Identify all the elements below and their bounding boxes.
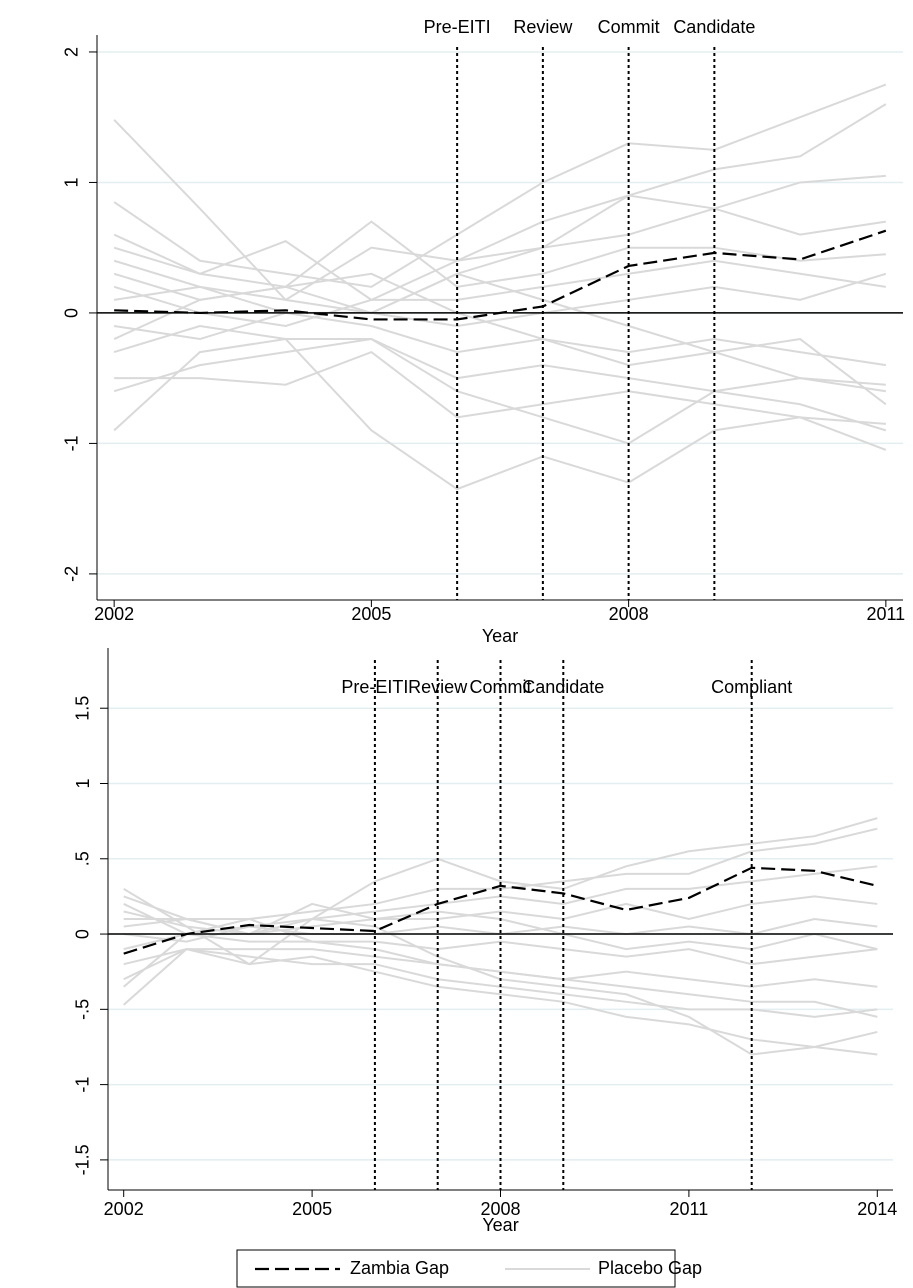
y-tick-label: 1 [62,177,82,187]
placebo-line [123,948,878,1018]
event-label: Commit [598,17,660,37]
placebo-line [113,103,887,302]
placebo-line [113,337,887,445]
placebo-line [113,272,887,327]
placebo-line [123,933,878,966]
x-tick-label: 2005 [351,604,391,624]
placebo-line [113,259,887,328]
x-tick-label: 2002 [104,1199,144,1219]
x-tick-label: 2011 [866,604,905,624]
x-tick-label: 2008 [609,604,649,624]
placebo-line [113,337,887,491]
event-label: Pre-EITI [341,677,408,697]
event-label: Candidate [522,677,604,697]
event-label: Review [408,677,468,697]
placebo-line [113,272,887,406]
zambia-line [114,229,887,321]
zambia-line [123,866,878,955]
legend-label: Zambia Gap [350,1258,449,1278]
event-label: Compliant [711,677,792,697]
y-tick-label: 0 [62,308,82,318]
y-tick-label: 0 [73,929,93,939]
x-axis-label: Year [482,1215,518,1235]
legend-label: Placebo Gap [598,1258,702,1278]
y-tick-label: -1.5 [73,1144,93,1175]
placebo-line [113,83,887,288]
x-tick-label: 2014 [857,1199,897,1219]
placebo-line [114,350,886,425]
y-tick-label: .5 [73,851,93,866]
x-axis-label: Year [482,626,518,646]
event-label: Candidate [673,17,755,37]
placebo-line [113,324,887,393]
x-tick-label: 2005 [292,1199,332,1219]
y-tick-label: -1 [73,1077,93,1093]
legend-box [236,1249,676,1288]
placebo-line [123,917,878,1018]
y-tick-label: 1 [73,778,93,788]
y-tick-label: -2 [62,566,82,582]
placebo-line [113,311,887,367]
x-tick-label: 2002 [94,604,134,624]
event-label: Review [513,17,573,37]
placebo-line [113,246,886,386]
y-tick-label: 1.5 [73,696,93,721]
event-label: Commit [470,677,532,697]
x-tick-label: 2008 [480,1199,520,1219]
y-tick-label: -1 [62,435,82,451]
event-label: Pre-EITI [424,17,491,37]
y-tick-label: 2 [62,47,82,57]
x-tick-label: 2011 [670,1199,709,1219]
y-tick-label: -.5 [73,999,93,1020]
placebo-line [113,119,887,314]
